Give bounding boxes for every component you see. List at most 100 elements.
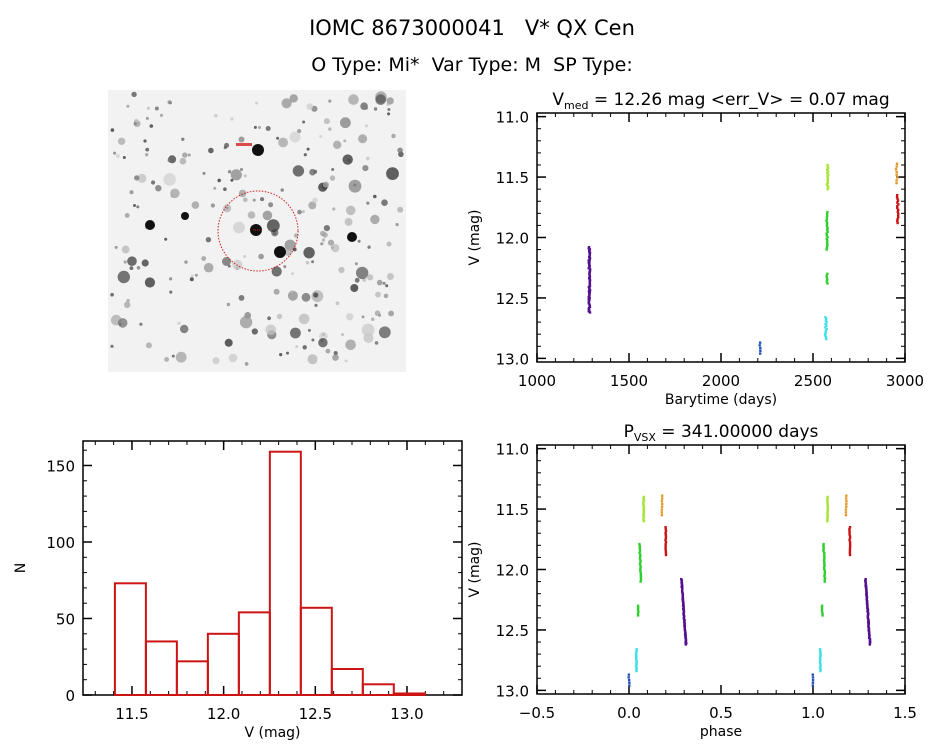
data-point <box>822 566 826 569</box>
data-point <box>664 537 668 540</box>
data-point <box>588 311 592 314</box>
data-point <box>664 553 668 557</box>
data-point <box>825 337 828 341</box>
series-season7 <box>895 193 900 225</box>
x-tick-label: −0.5 <box>519 704 555 722</box>
data-point <box>823 553 826 557</box>
data-point <box>638 562 642 565</box>
data-point <box>823 555 826 558</box>
data-point <box>635 669 638 673</box>
data-point <box>639 575 643 578</box>
data-point <box>823 551 826 555</box>
x-tick-label: 13.0 <box>390 705 423 723</box>
data-point <box>642 503 645 507</box>
data-point <box>824 334 827 337</box>
data-point <box>826 498 829 502</box>
data-point <box>826 495 829 499</box>
data-point <box>635 666 638 669</box>
series-season2 <box>758 341 762 355</box>
data-point <box>823 562 826 565</box>
data-point <box>896 206 899 210</box>
data-point <box>825 219 828 223</box>
data-point <box>848 548 852 551</box>
data-point <box>845 500 848 503</box>
data-point <box>660 511 664 514</box>
data-point <box>635 659 638 663</box>
data-point <box>895 162 899 165</box>
data-point <box>642 518 645 521</box>
data-point <box>821 612 824 615</box>
data-point <box>822 544 825 548</box>
data-point <box>660 494 664 497</box>
data-point <box>638 546 642 549</box>
data-point <box>826 518 829 521</box>
data-point <box>811 678 815 682</box>
data-point <box>844 497 848 500</box>
data-point <box>758 352 762 355</box>
x-tick-label: 1.0 <box>801 704 825 722</box>
data-point <box>823 576 827 580</box>
data-point <box>824 331 828 334</box>
data-point <box>824 329 827 332</box>
series-season1 <box>680 577 872 646</box>
data-point <box>826 228 829 232</box>
data-point <box>896 197 899 201</box>
data-point <box>825 223 829 226</box>
data-point <box>639 564 642 567</box>
data-point <box>636 614 640 617</box>
data-point <box>844 513 848 517</box>
data-point <box>660 505 664 509</box>
data-point <box>896 214 900 217</box>
data-point <box>826 170 830 173</box>
data-point <box>844 508 848 511</box>
data-point <box>635 648 638 651</box>
data-point <box>868 643 872 646</box>
data-point <box>823 332 827 336</box>
data-point <box>820 606 824 609</box>
data-point <box>825 324 828 327</box>
data-point <box>642 511 646 515</box>
data-point <box>642 497 645 500</box>
x-tick-label: 12.5 <box>299 705 332 723</box>
data-point <box>628 681 631 685</box>
data-point <box>896 193 899 197</box>
data-point <box>827 186 830 189</box>
data-point <box>819 669 822 673</box>
data-point <box>844 511 848 514</box>
data-point <box>825 276 829 279</box>
series-season4a <box>825 272 829 285</box>
data-point <box>635 649 638 653</box>
data-point <box>825 244 829 248</box>
data-point <box>895 179 898 182</box>
data-point <box>845 502 848 506</box>
plot-frame <box>536 444 906 695</box>
y-tick-label: 0 <box>65 687 75 705</box>
data-point <box>826 510 829 513</box>
data-point <box>660 500 664 503</box>
data-point <box>826 508 830 512</box>
data-point <box>827 173 830 176</box>
data-point <box>818 666 822 669</box>
data-point <box>823 564 826 567</box>
data-point <box>826 239 829 242</box>
data-point <box>664 529 668 533</box>
plot-frame <box>82 440 463 696</box>
plot-title: PVSX = 341.00000 days <box>624 422 819 444</box>
histogram-bar <box>361 683 395 697</box>
data-point <box>825 321 828 324</box>
data-point <box>819 653 822 656</box>
title-text: = 341.00000 days <box>656 422 819 442</box>
data-point <box>848 538 851 542</box>
y-tick-label: 12.0 <box>496 230 529 248</box>
y-tick-label: 12.0 <box>496 562 529 580</box>
data-point <box>635 654 638 658</box>
data-point <box>848 540 852 544</box>
data-point <box>826 166 830 170</box>
data-point <box>826 515 830 518</box>
data-point <box>638 557 642 560</box>
data-point <box>823 580 826 583</box>
x-axis-label: phase <box>700 724 742 740</box>
data-point <box>819 668 822 671</box>
y-tick-label: 150 <box>46 457 75 475</box>
data-point <box>896 201 899 204</box>
